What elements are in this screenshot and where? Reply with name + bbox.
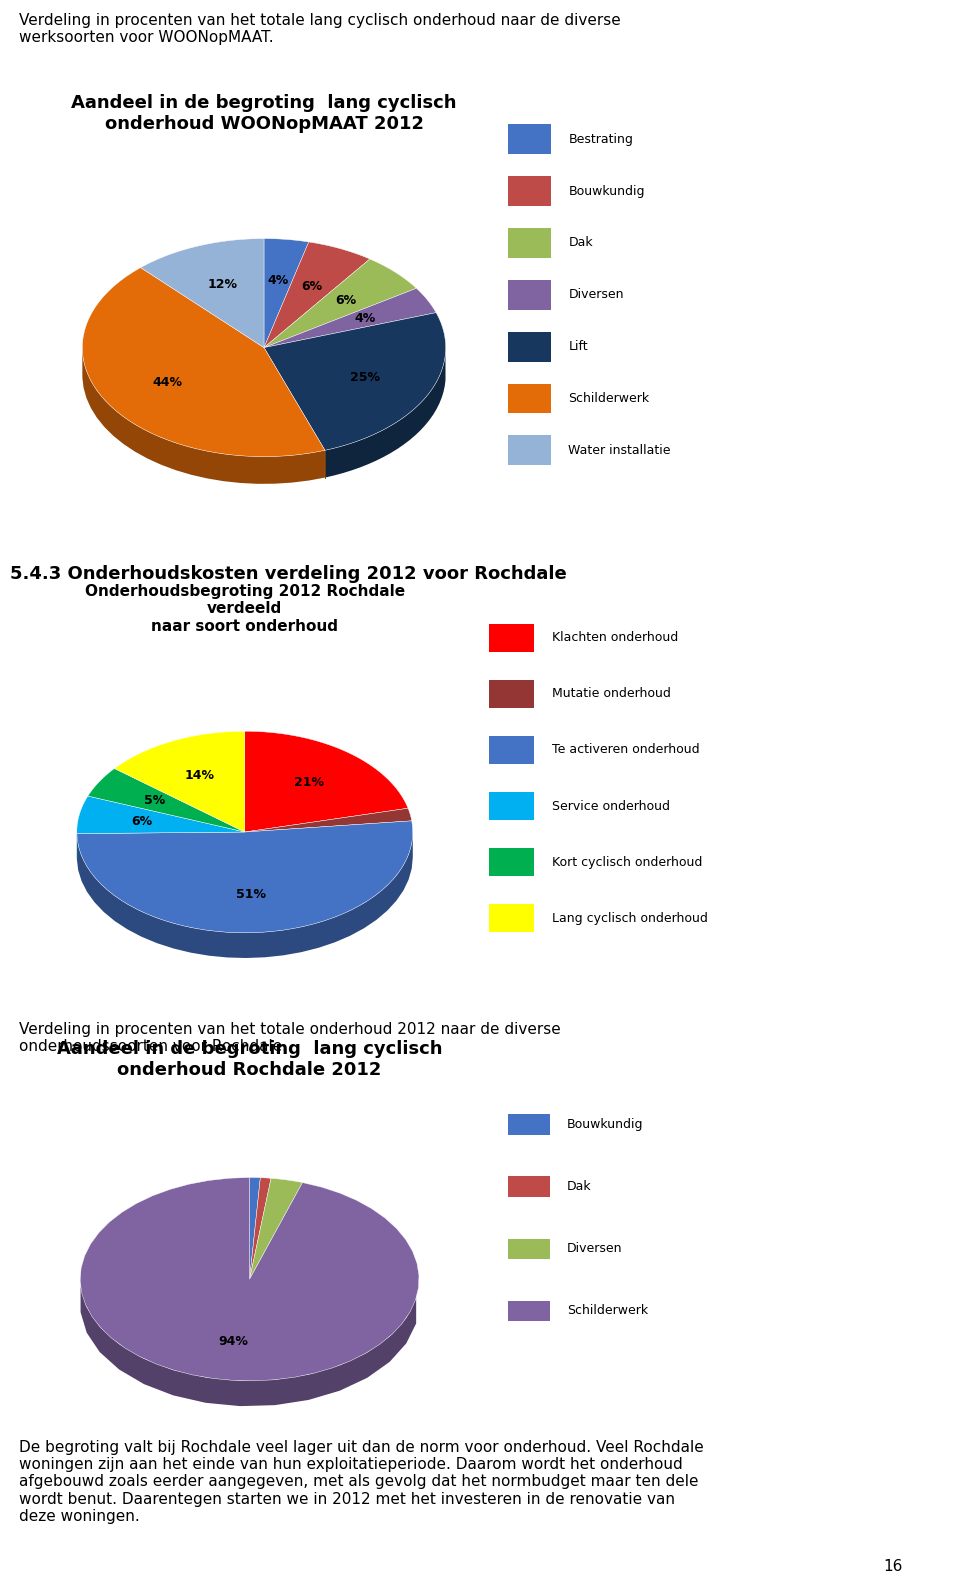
Polygon shape — [250, 1177, 271, 1280]
Polygon shape — [250, 1177, 260, 1280]
Text: 14%: 14% — [185, 769, 215, 782]
Text: Dak: Dak — [566, 1180, 591, 1193]
Text: Klachten onderhoud: Klachten onderhoud — [552, 631, 679, 644]
Text: 6%: 6% — [335, 294, 356, 307]
Bar — [508, 332, 551, 362]
Text: 21%: 21% — [294, 777, 324, 789]
Text: Te activeren onderhoud: Te activeren onderhoud — [552, 744, 700, 756]
Text: Verdeling in procenten van het totale lang cyclisch onderhoud naar de diverse
we: Verdeling in procenten van het totale la… — [19, 13, 621, 44]
Text: Dak: Dak — [568, 236, 593, 250]
Bar — [508, 280, 551, 310]
Text: Bouwkundig: Bouwkundig — [566, 1118, 643, 1131]
Polygon shape — [77, 832, 413, 959]
Text: Lang cyclisch onderhoud: Lang cyclisch onderhoud — [552, 911, 708, 924]
Text: Lift: Lift — [568, 340, 588, 353]
Text: Mutatie onderhoud: Mutatie onderhoud — [552, 688, 671, 701]
Text: Bestrating: Bestrating — [568, 133, 634, 146]
Bar — [508, 1177, 550, 1198]
Polygon shape — [88, 769, 245, 832]
Polygon shape — [264, 288, 436, 348]
Bar — [508, 125, 551, 153]
Bar — [508, 383, 551, 413]
Text: Service onderhoud: Service onderhoud — [552, 799, 670, 813]
Text: Onderhoudsbegroting 2012 Rochdale
verdeeld
naar soort onderhoud: Onderhoudsbegroting 2012 Rochdale verdee… — [84, 584, 405, 634]
Polygon shape — [114, 731, 245, 832]
Text: Aandeel in de begroting  lang cyclisch
onderhoud WOONopMAAT 2012: Aandeel in de begroting lang cyclisch on… — [71, 95, 457, 133]
Bar — [489, 736, 534, 764]
Text: 25%: 25% — [350, 370, 380, 383]
Text: Aandeel in de begroting  lang cyclisch
onderhoud Rochdale 2012: Aandeel in de begroting lang cyclisch on… — [57, 1041, 443, 1079]
Bar — [489, 623, 534, 652]
Bar — [508, 1114, 550, 1134]
Text: Schilderwerk: Schilderwerk — [566, 1305, 648, 1318]
Text: 6%: 6% — [301, 280, 323, 293]
Text: De begroting valt bij Rochdale veel lager uit dan de norm voor onderhoud. Veel R: De begroting valt bij Rochdale veel lage… — [19, 1440, 704, 1523]
Text: 44%: 44% — [153, 377, 182, 389]
Bar — [508, 435, 551, 465]
Polygon shape — [245, 808, 412, 832]
Polygon shape — [245, 731, 408, 832]
Text: 12%: 12% — [208, 278, 238, 291]
Polygon shape — [77, 821, 413, 933]
Bar — [508, 1300, 550, 1321]
Bar — [489, 905, 534, 932]
Text: 5%: 5% — [144, 794, 165, 807]
Bar — [489, 680, 534, 707]
Polygon shape — [140, 239, 264, 348]
Polygon shape — [83, 267, 325, 457]
Text: 94%: 94% — [218, 1335, 248, 1348]
Text: Diversen: Diversen — [566, 1242, 622, 1255]
Bar — [489, 848, 534, 876]
Polygon shape — [325, 353, 445, 478]
Text: 51%: 51% — [236, 888, 267, 900]
Polygon shape — [80, 1177, 419, 1381]
Bar — [508, 228, 551, 258]
Polygon shape — [83, 350, 325, 484]
Polygon shape — [264, 242, 370, 348]
Polygon shape — [264, 313, 445, 451]
Polygon shape — [77, 796, 245, 834]
Text: 16: 16 — [883, 1560, 902, 1574]
Text: 6%: 6% — [132, 815, 153, 827]
Text: 4%: 4% — [355, 312, 376, 324]
Text: Kort cyclisch onderhoud: Kort cyclisch onderhoud — [552, 856, 703, 869]
Bar — [489, 793, 534, 819]
Polygon shape — [81, 1286, 416, 1406]
Text: Schilderwerk: Schilderwerk — [568, 392, 650, 405]
Text: Verdeling in procenten van het totale onderhoud 2012 naar de diverse
onderhoudss: Verdeling in procenten van het totale on… — [19, 1022, 561, 1054]
Polygon shape — [250, 1179, 302, 1280]
Text: 5.4.3 Onderhoudskosten verdeling 2012 voor Rochdale: 5.4.3 Onderhoudskosten verdeling 2012 vo… — [10, 565, 566, 584]
Text: 4%: 4% — [267, 274, 289, 286]
Bar — [508, 176, 551, 206]
Polygon shape — [264, 259, 417, 348]
Polygon shape — [264, 239, 309, 348]
Text: Diversen: Diversen — [568, 288, 624, 301]
Text: Bouwkundig: Bouwkundig — [568, 185, 645, 198]
Text: Water installatie: Water installatie — [568, 445, 671, 457]
Bar — [508, 1239, 550, 1259]
